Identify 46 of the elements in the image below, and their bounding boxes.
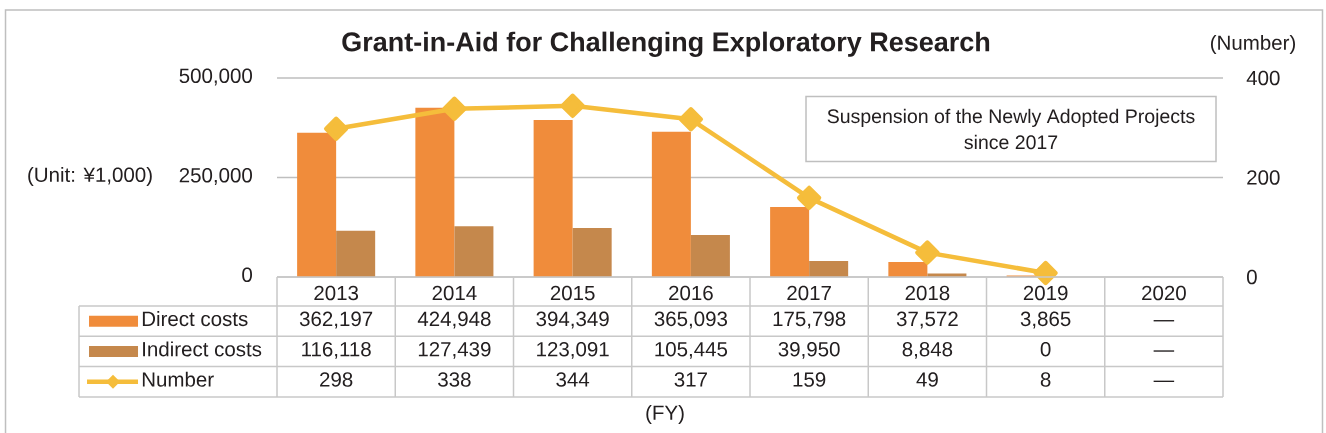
data-label: 317 [674, 372, 707, 387]
data-label: 37,572 [896, 311, 958, 329]
data-label: 49 [916, 372, 938, 387]
y2-tick-label: 200 [1247, 170, 1280, 185]
data-label: 39,950 [778, 341, 840, 359]
data-label: 3,865 [1020, 311, 1071, 329]
x-tick-label: 2019 [1023, 285, 1068, 301]
data-label: 116,118 [302, 341, 371, 359]
data-label: 8 [1040, 372, 1051, 387]
x-tick-label: 2014 [432, 285, 477, 301]
y-tick-label: 500,000 [179, 68, 252, 86]
y-tick-label: 250,000 [179, 167, 252, 185]
data-label: 298 [320, 372, 353, 387]
data-label: 365,093 [654, 311, 728, 329]
chart-title: Grant-in-Aid for Challenging Exploratory Research [342, 31, 990, 57]
y-axis-title: (Unit: ¥1,000) [28, 166, 152, 187]
legend-label: Indirect costs [143, 341, 262, 357]
data-label: 105,445 [655, 341, 728, 359]
annotation: Suspension of the Newly Adopted Projects since 2017 [827, 108, 1195, 150]
data-label: 8,848 [902, 341, 953, 359]
data-label: 0 [1040, 341, 1051, 357]
x-tick-label: 2017 [787, 285, 831, 301]
text: — [1153, 380, 1175, 383]
legend-label: Direct costs [142, 311, 248, 327]
x-tick-label: 2018 [905, 285, 950, 301]
y2-tick-label: 0 [1247, 269, 1257, 285]
x-tick-label: 2013 [314, 285, 359, 301]
data-label: 175,798 [773, 311, 846, 329]
y-tick-label: 0 [242, 267, 253, 282]
data-label: 394,349 [536, 311, 609, 329]
data-label: 424,948 [417, 311, 491, 329]
legend-label: Number [142, 371, 214, 387]
data-label: 338 [438, 372, 471, 387]
x-tick-label: 2016 [669, 285, 713, 301]
data-label: 123,091 [537, 341, 609, 359]
text: (FY) [646, 404, 684, 425]
x-tick-label: 2015 [550, 285, 595, 301]
data-label: 344 [556, 372, 590, 387]
text: — [1153, 350, 1175, 352]
data-label: 127,439 [418, 341, 491, 359]
text: — [1153, 320, 1175, 322]
y2-axis-title: (Number) [1210, 34, 1296, 55]
data-label: 362,197 [299, 311, 373, 329]
x-tick-label: 2020 [1142, 285, 1186, 301]
data-label: 159 [793, 372, 826, 387]
y2-tick-label: 400 [1246, 70, 1280, 86]
